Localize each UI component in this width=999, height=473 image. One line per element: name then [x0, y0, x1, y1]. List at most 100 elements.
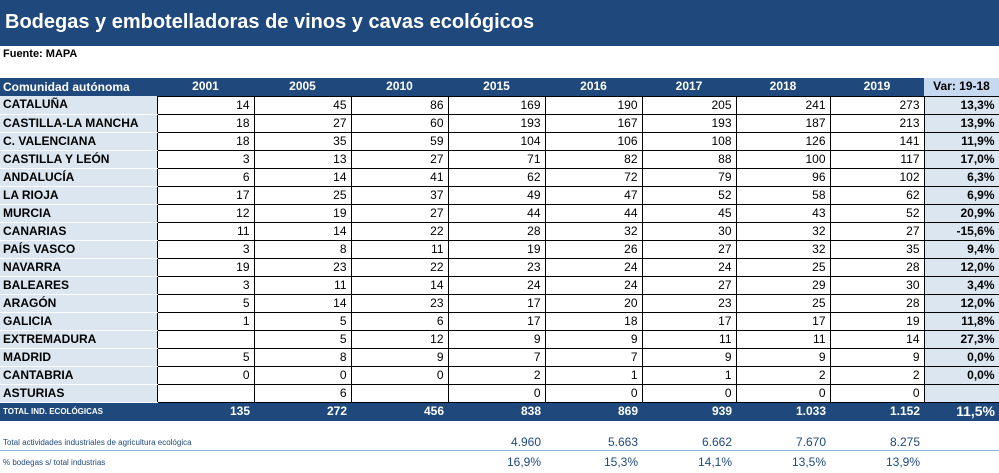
cell-value: 9 — [735, 347, 831, 367]
summary-value — [254, 452, 351, 472]
cell-value: 273 — [829, 95, 925, 115]
cell-value: 96 — [735, 167, 831, 187]
region-name: GALICIA — [0, 312, 157, 331]
cell-value — [350, 383, 449, 403]
cell-value: 19 — [156, 257, 255, 277]
total-value: 869 — [545, 402, 642, 421]
cell-value: 1 — [544, 365, 643, 385]
cell-value: 52 — [829, 203, 925, 223]
region-name: CASTILLA Y LEÓN — [0, 150, 157, 169]
cell-value: 11 — [735, 329, 831, 349]
cell-value: 0 — [156, 365, 255, 385]
table-row: MADRID 5 8 9 7 7 9 9 9 0,0% — [0, 347, 999, 367]
summary-value: 15,3% — [603, 455, 638, 469]
cell-value: 11 — [156, 221, 255, 241]
cell-value: 23 — [350, 293, 449, 313]
cell-value: 9 — [544, 329, 643, 349]
cell-value: 117 — [829, 149, 925, 169]
data-table: Comunidad autónoma 2001 2005 2010 2015 2… — [0, 78, 999, 421]
cell-var — [923, 383, 999, 403]
cell-value: 32 — [735, 239, 831, 259]
cell-value: 1 — [156, 311, 255, 331]
cell-value: 62 — [447, 167, 546, 187]
cell-value: 23 — [253, 257, 352, 277]
cell-value: 100 — [735, 149, 831, 169]
cell-value: 19 — [447, 239, 546, 259]
cell-value: 14 — [253, 167, 352, 187]
cell-value: 126 — [735, 131, 831, 151]
cell-value: 30 — [829, 275, 925, 295]
table-row: CASTILLA Y LEÓN 3 13 27 71 82 88 100 117 17,0% — [0, 149, 999, 169]
region-name: CANTABRIA — [0, 366, 157, 385]
cell-value: 9 — [350, 347, 449, 367]
cell-value: 23 — [447, 257, 546, 277]
table-row: MURCIA 12 19 27 44 44 45 43 52 20,9% — [0, 203, 999, 223]
cell-value: 41 — [350, 167, 449, 187]
cell-value: 8 — [253, 347, 352, 367]
region-name: NAVARRA — [0, 258, 157, 277]
cell-var: 9,4% — [923, 239, 999, 259]
total-value: 1.033 — [736, 402, 830, 421]
table-row: PAÍS VASCO 3 8 11 19 26 27 32 35 9,4% — [0, 239, 999, 259]
cell-value: 0 — [544, 383, 643, 403]
summary-row: % bodegas s/ total industrias 16,9% 15,3% 1… — [0, 452, 999, 472]
cell-value: 12 — [350, 329, 449, 349]
cell-value: 2 — [735, 365, 831, 385]
cell-value: 24 — [641, 257, 737, 277]
cell-value: 167 — [544, 113, 643, 133]
total-var: 11,5% — [924, 402, 999, 421]
cell-value: 88 — [641, 149, 737, 169]
cell-value: 0 — [350, 365, 449, 385]
cell-var: 12,0% — [923, 257, 999, 277]
cell-value: 24 — [544, 257, 643, 277]
region-name: CATALUÑA — [0, 96, 157, 115]
cell-value: 43 — [735, 203, 831, 223]
cell-value: 11 — [350, 239, 449, 259]
summary-row: Total actividades industriales de agricu… — [0, 432, 999, 452]
table-row: CATALUÑA 14 45 86 169 190 205 241 273 13,3% — [0, 95, 999, 115]
total-value: 939 — [642, 402, 736, 421]
page-title: Bodegas y embotelladoras de vinos y cava… — [0, 0, 999, 46]
cell-value: 241 — [735, 95, 831, 115]
cell-value: 106 — [544, 131, 643, 151]
cell-value — [156, 329, 255, 349]
cell-value: 5 — [253, 329, 352, 349]
summary-value: 13,5% — [791, 455, 826, 469]
cell-value: 213 — [829, 113, 925, 133]
cell-value: 24 — [447, 275, 546, 295]
cell-value: 28 — [829, 293, 925, 313]
cell-value: 6 — [350, 311, 449, 331]
summary-value: 13,9% — [885, 455, 920, 469]
cell-value: 29 — [735, 275, 831, 295]
summary-value: 4.960 — [510, 435, 541, 449]
cell-value: 187 — [735, 113, 831, 133]
cell-value: 3 — [156, 275, 255, 295]
cell-value: 27 — [350, 203, 449, 223]
header-year: 2015 — [448, 78, 545, 96]
cell-value: 22 — [350, 257, 449, 277]
cell-value: 17 — [447, 293, 546, 313]
total-value: 456 — [351, 402, 448, 421]
region-name: ASTURIAS — [0, 384, 157, 403]
cell-value: 0 — [735, 383, 831, 403]
cell-value: 35 — [253, 131, 352, 151]
cell-value: 17 — [641, 311, 737, 331]
cell-var: 17,0% — [923, 149, 999, 169]
cell-value: 19 — [253, 203, 352, 223]
cell-value: 71 — [447, 149, 546, 169]
cell-value: 23 — [641, 293, 737, 313]
cell-value: 35 — [829, 239, 925, 259]
table-row: ARAGÓN 5 14 23 17 20 23 25 28 12,0% — [0, 293, 999, 313]
cell-value: 47 — [544, 185, 643, 205]
cell-value: 14 — [253, 221, 352, 241]
total-row: TOTAL IND. ECOLÓGICAS 135 272 456 838 86… — [0, 402, 999, 421]
cell-value: 45 — [253, 95, 352, 115]
summary-label: % bodegas s/ total industrias — [3, 457, 106, 467]
total-value: 272 — [254, 402, 351, 421]
cell-value: 20 — [544, 293, 643, 313]
cell-var: 6,3% — [923, 167, 999, 187]
cell-value: 18 — [156, 113, 255, 133]
cell-value: 108 — [641, 131, 737, 151]
region-name: CASTILLA-LA MANCHA — [0, 114, 157, 133]
cell-var: -15,6% — [923, 221, 999, 241]
